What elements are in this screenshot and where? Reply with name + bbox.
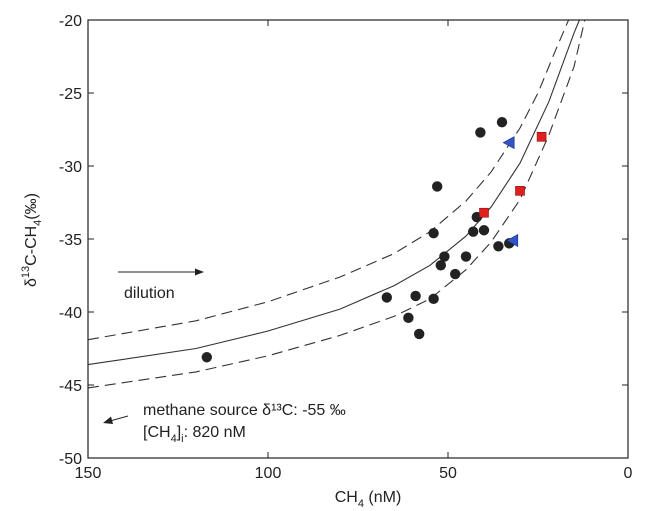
dilution-arrowhead <box>195 268 204 276</box>
source-arrow <box>109 415 129 422</box>
y-tick-label: -40 <box>59 305 82 322</box>
model-curves <box>87 19 586 389</box>
source-label-line2: [CH4]i: 820 nM <box>143 424 246 445</box>
data-point-square <box>515 186 525 196</box>
data-point-circle <box>403 312 414 324</box>
plot-frame <box>87 19 629 459</box>
data-point-circle <box>439 251 450 262</box>
data-points <box>201 117 547 363</box>
data-point-circle <box>201 352 212 363</box>
x-tick-label: 150 <box>75 465 102 482</box>
data-point-circle <box>450 268 461 280</box>
y-tick-label: -35 <box>59 232 82 249</box>
y-tick-label: -45 <box>59 378 82 395</box>
y-tick-label: -20 <box>59 13 82 30</box>
y-tick-label: -30 <box>59 159 82 176</box>
data-point-circle <box>496 117 508 128</box>
curve-dashed-2 <box>87 19 586 389</box>
data-point-square <box>479 207 489 218</box>
x-tick-label: 0 <box>624 465 633 482</box>
data-point-circle <box>414 328 425 340</box>
data-point-circle <box>428 293 439 305</box>
data-point-triangle <box>506 233 519 247</box>
data-point-circle <box>435 260 446 271</box>
source-arrowhead <box>103 416 113 424</box>
source-label-line1: methane source δ¹³C: -55 ‰ <box>143 402 346 419</box>
x-tick-label: 100 <box>255 465 282 482</box>
data-point-circle <box>468 226 479 237</box>
curve-solid-0 <box>87 19 580 366</box>
curve-dashed-1 <box>87 19 570 341</box>
data-point-circle <box>410 290 421 302</box>
data-point-circle <box>432 181 443 192</box>
dilution-label: dilution <box>124 285 175 302</box>
data-point-circle <box>428 227 439 239</box>
y-axis-label: δ13C-CH4(‰) <box>20 193 44 287</box>
data-point-square <box>536 132 547 142</box>
y-tick-label: -25 <box>59 86 82 103</box>
data-point-circle <box>478 225 490 236</box>
data-point-triangle <box>502 136 515 150</box>
y-tick-label: -50 <box>59 451 82 468</box>
axis-ticks: 150 100 50 0 -50 -45 -40 -35 -30 -25 -20 <box>59 13 633 482</box>
data-point-circle <box>493 241 504 252</box>
data-point-circle <box>460 251 472 262</box>
data-point-circle <box>475 127 486 138</box>
x-axis-label: CH4 (nM) <box>335 489 402 510</box>
x-tick-label: 50 <box>439 465 457 482</box>
data-point-circle <box>381 292 392 303</box>
